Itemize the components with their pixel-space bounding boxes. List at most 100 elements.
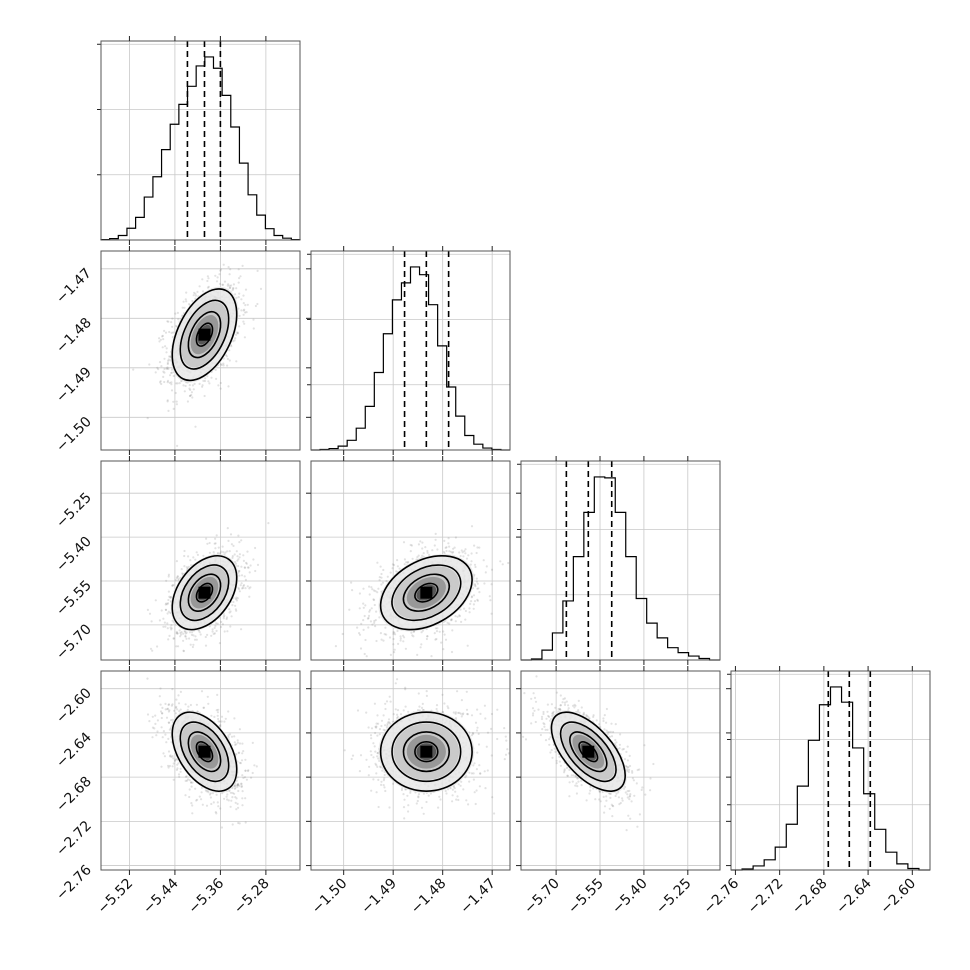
scatter-point — [411, 634, 414, 637]
scatter-point — [219, 269, 222, 272]
scatter-point — [221, 283, 225, 286]
scatter-point — [382, 568, 385, 572]
scatter-point — [218, 720, 221, 723]
scatter-point — [151, 715, 154, 718]
scatter-point — [442, 648, 445, 651]
scatter-point — [177, 318, 180, 321]
scatter-point — [446, 621, 449, 625]
scatter-point — [175, 698, 178, 701]
scatter-point — [193, 382, 196, 385]
scatter-point — [484, 571, 487, 574]
scatter-panel-1-0 — [100, 250, 301, 451]
scatter-point — [161, 346, 164, 349]
scatter-point — [411, 557, 414, 560]
scatter-point — [426, 549, 429, 553]
scatter-point — [235, 599, 238, 602]
scatter-point — [232, 600, 235, 604]
scatter-point — [172, 583, 175, 587]
scatter-point — [183, 549, 186, 553]
scatter-point — [172, 637, 175, 640]
scatter-point — [384, 626, 387, 629]
scatter-point — [232, 283, 235, 286]
scatter-point — [468, 607, 471, 610]
scatter-point — [213, 632, 216, 635]
scatter-point — [363, 652, 366, 656]
scatter-point — [238, 574, 241, 577]
scatter-point — [183, 554, 186, 558]
scatter-point — [376, 591, 379, 594]
scatter-point — [186, 567, 189, 570]
scatter-point — [187, 555, 190, 558]
scatter-point — [490, 568, 494, 571]
scatter-point — [165, 347, 168, 350]
scatter-point — [185, 637, 188, 640]
scatter-point — [190, 781, 193, 784]
scatter-point — [244, 578, 247, 582]
scatter-point — [204, 377, 207, 380]
scatter-point — [425, 637, 428, 641]
scatter-point — [170, 628, 173, 631]
scatter-point — [172, 778, 175, 781]
scatter-point — [360, 622, 363, 625]
scatter-point — [166, 622, 169, 625]
scatter-point — [194, 558, 197, 561]
scatter-point — [386, 575, 389, 578]
scatter-point — [388, 636, 392, 639]
scatter-point — [242, 584, 246, 587]
scatter-point — [238, 325, 241, 328]
scatter-point — [473, 563, 477, 566]
scatter-point — [378, 576, 381, 579]
scatter-point — [216, 693, 219, 697]
scatter-point — [166, 400, 169, 403]
scatter-point — [223, 630, 226, 633]
scatter-point — [450, 618, 453, 621]
scatter-point — [452, 547, 455, 550]
contour-line — [414, 582, 439, 603]
scatter-point — [207, 791, 210, 794]
scatter-point — [188, 394, 192, 398]
scatter-point — [249, 586, 252, 589]
scatter-point — [167, 610, 170, 613]
scatter-point — [378, 616, 381, 619]
scatter-point — [201, 385, 204, 388]
scatter-point — [483, 582, 486, 585]
scatter-point — [164, 608, 167, 611]
scatter-point — [376, 561, 379, 564]
scatter-point — [450, 650, 454, 654]
scatter-point — [229, 625, 232, 628]
scatter-point — [184, 635, 187, 638]
scatter-point — [175, 576, 178, 580]
scatter-point — [237, 281, 240, 284]
scatter-point — [229, 610, 232, 613]
scatter-point — [170, 381, 173, 384]
scatter-point — [245, 562, 248, 565]
scatter-point — [175, 705, 178, 708]
scatter-point — [165, 351, 168, 354]
scatter-point — [362, 606, 365, 609]
scatter-point — [167, 598, 170, 602]
hist-panel-3 — [727, 670, 931, 871]
scatter-point — [206, 286, 210, 289]
scatter-point — [232, 544, 235, 548]
scatter-point — [190, 391, 193, 394]
scatter-point — [175, 645, 178, 648]
scatter-point — [207, 277, 210, 280]
scatter-point — [243, 566, 246, 569]
scatter-point — [447, 537, 450, 540]
scatter-point — [246, 303, 249, 306]
scatter-point — [450, 618, 453, 621]
scatter-point — [399, 639, 402, 642]
scatter-point — [438, 630, 441, 633]
scatter-point — [231, 556, 234, 560]
contour-line — [195, 582, 214, 603]
scatter-point — [252, 327, 255, 330]
scatter-point — [203, 379, 207, 383]
scatter-point — [236, 559, 239, 562]
scatter-point — [219, 381, 222, 385]
scatter-point — [192, 643, 195, 646]
scatter-point — [380, 572, 383, 576]
scatter-point — [176, 575, 179, 579]
scatter-point — [367, 614, 371, 618]
scatter-point — [409, 543, 412, 547]
scatter-point — [181, 572, 184, 575]
